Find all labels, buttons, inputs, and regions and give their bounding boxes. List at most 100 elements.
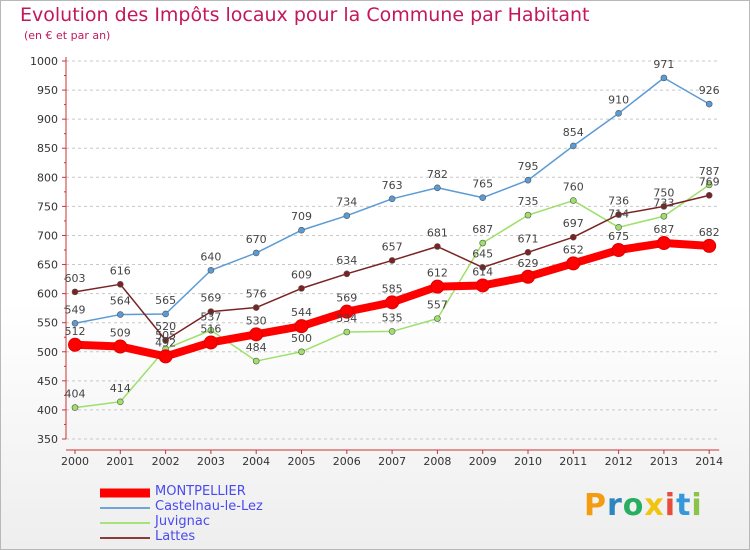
data-point-lattes: [569, 233, 577, 241]
data-point-lattes: [162, 336, 169, 344]
data-label-lattes: 616: [110, 264, 131, 277]
y-tick-label: 850: [37, 142, 58, 155]
data-point-juvignac: [298, 348, 305, 356]
data-point-montpellier: [385, 295, 400, 310]
legend-label-castelnau-le-lez: Castelnau-le-Lez: [155, 499, 263, 514]
data-label-montpellier: 675: [608, 230, 629, 243]
data-point-lattes: [434, 243, 441, 250]
legend-label-lattes: Lattes: [155, 529, 196, 544]
data-label-montpellier: 682: [699, 226, 720, 239]
data-label-castelnau-le-lez: 709: [291, 210, 312, 223]
data-label-juvignac: 484: [246, 341, 267, 354]
logo-letter: t: [676, 488, 692, 523]
data-label-castelnau-le-lez: 549: [65, 303, 86, 316]
y-tick-label: 650: [37, 259, 58, 272]
data-point-juvignac: [207, 326, 215, 334]
x-tick-label: 2007: [378, 455, 406, 468]
data-label-juvignac: 687: [472, 223, 493, 236]
x-tick-label: 2001: [106, 455, 134, 468]
data-label-juvignac: 500: [291, 332, 312, 345]
data-label-montpellier: 530: [246, 314, 267, 327]
data-point-castelnau-le-lez: [524, 176, 532, 184]
data-label-montpellier: 687: [653, 223, 674, 236]
data-point-montpellier: [203, 335, 218, 350]
data-point-lattes: [660, 203, 668, 210]
data-label-juvignac: 735: [518, 195, 539, 208]
data-label-juvignac: 760: [563, 181, 584, 194]
data-label-lattes: 697: [563, 217, 584, 230]
data-label-castelnau-le-lez: 910: [608, 93, 629, 106]
logo-letter: i: [664, 488, 677, 523]
data-label-montpellier: 612: [427, 267, 448, 280]
data-label-juvignac: 414: [110, 382, 131, 395]
legend-label-juvignac: Juvignac: [155, 514, 210, 529]
data-label-castelnau-le-lez: 782: [427, 168, 448, 181]
data-point-lattes: [615, 211, 622, 218]
data-label-montpellier: 629: [518, 257, 539, 270]
data-point-castelnau-le-lez: [705, 100, 713, 108]
series-juvignac: [71, 181, 713, 411]
y-tick-label: 350: [37, 433, 58, 446]
x-tick-label: 2012: [605, 455, 633, 468]
data-label-lattes: 681: [427, 227, 448, 240]
data-label-lattes: 736: [608, 195, 629, 208]
data-label-lattes: 657: [382, 240, 403, 253]
data-label-lattes: 750: [653, 186, 674, 199]
data-label-montpellier: 509: [110, 327, 131, 340]
data-label-montpellier: 512: [65, 325, 86, 338]
data-point-montpellier: [339, 304, 354, 319]
data-point-castelnau-le-lez: [117, 311, 124, 318]
data-point-montpellier: [249, 327, 264, 342]
data-point-juvignac: [434, 315, 441, 322]
data-label-castelnau-le-lez: 670: [246, 233, 267, 246]
data-label-juvignac: 404: [65, 388, 86, 401]
data-label-montpellier: 614: [472, 265, 493, 278]
data-point-castelnau-le-lez: [660, 74, 668, 82]
y-tick-label: 800: [37, 171, 58, 184]
data-label-lattes: 520: [155, 320, 176, 333]
x-tick-label: 2005: [288, 455, 316, 468]
data-label-juvignac: 534: [336, 312, 357, 325]
chart-title: Evolution des Impôts locaux pour la Comm…: [20, 4, 590, 26]
data-point-lattes: [117, 281, 124, 288]
x-tick-label: 2014: [695, 455, 723, 468]
x-tick-label: 2004: [242, 455, 270, 468]
data-point-lattes: [343, 270, 351, 278]
data-point-castelnau-le-lez: [162, 310, 169, 318]
series-castelnau-le-lez: [71, 74, 713, 327]
series-layer: [68, 74, 717, 411]
x-tick-label: 2009: [469, 455, 497, 468]
data-label-lattes: 569: [200, 292, 221, 305]
logo-letter: r: [607, 488, 623, 523]
data-label-juvignac: 787: [699, 165, 720, 178]
data-point-montpellier: [68, 337, 82, 352]
data-point-juvignac: [479, 239, 487, 247]
data-point-montpellier: [521, 269, 535, 284]
data-label-lattes: 634: [336, 254, 357, 267]
legend: [100, 488, 150, 539]
y-tick-label: 550: [37, 317, 58, 330]
series-lattes: [71, 192, 713, 344]
data-label-juvignac: 505: [155, 329, 176, 342]
data-label-lattes: 645: [472, 247, 493, 260]
data-label-juvignac: 733: [653, 196, 674, 209]
data-point-lattes: [298, 285, 305, 292]
data-point-montpellier: [475, 278, 490, 293]
x-tick-label: 2011: [559, 455, 587, 468]
logo-letter: o: [622, 488, 645, 523]
x-tick-label: 2002: [152, 455, 180, 468]
data-point-juvignac: [343, 328, 351, 336]
x-tick-label: 2008: [423, 455, 451, 468]
axes: 350 400 450 500 550 600 650 700 750 800 850 900 950 1…: [30, 55, 723, 468]
data-label-juvignac: 535: [382, 311, 403, 324]
data-point-montpellier: [294, 319, 309, 334]
data-point-juvignac: [388, 328, 396, 335]
y-tick-label: 950: [37, 84, 58, 97]
data-label-montpellier: 585: [382, 282, 403, 295]
y-tick-label: 900: [37, 113, 58, 126]
data-point-castelnau-le-lez: [569, 142, 577, 150]
data-point-lattes: [71, 288, 79, 296]
data-point-castelnau-le-lez: [298, 226, 305, 234]
data-point-montpellier: [702, 238, 717, 253]
